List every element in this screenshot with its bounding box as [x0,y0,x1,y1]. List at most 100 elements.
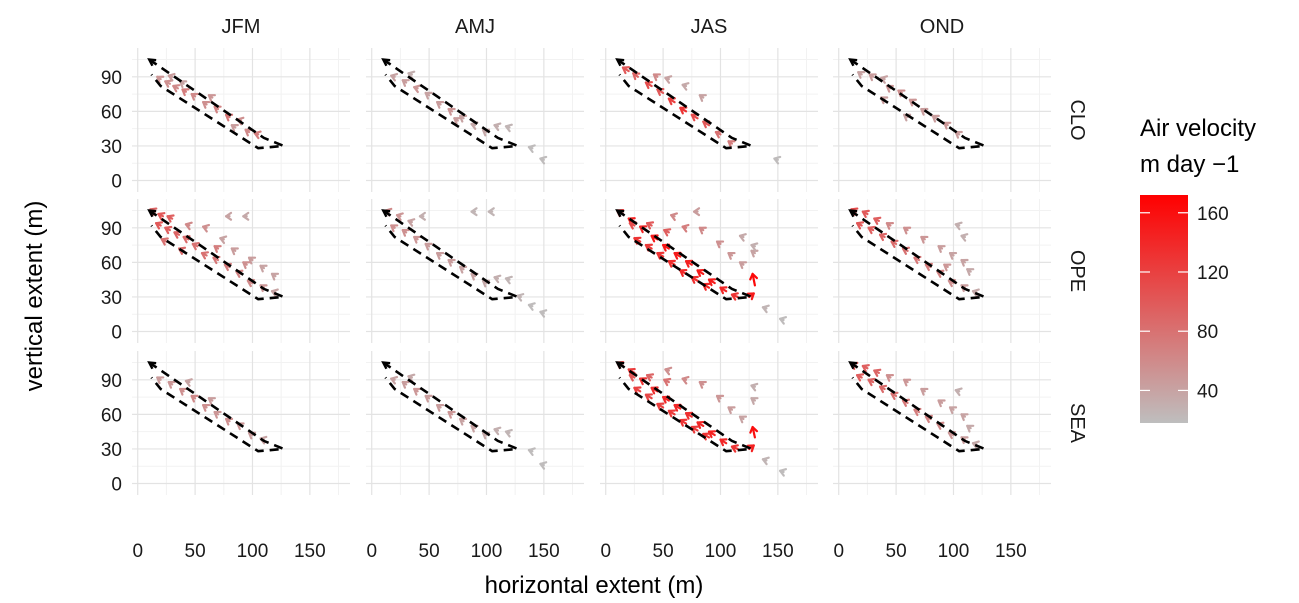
velocity-arrow [903,226,912,235]
arrow-head [172,84,181,93]
arrow-head [219,235,228,245]
velocity-arrow [644,81,653,90]
legend-tick-label: 160 [1197,204,1229,225]
arrow-head [746,444,755,453]
arrow-head [160,237,169,246]
arrow-head [684,411,694,420]
arrow-head [667,259,676,268]
velocity-arrow [644,393,653,402]
dashed-outline [849,209,985,301]
arrow-head [230,124,239,132]
arrow-head [652,73,662,82]
arrow-head [164,79,173,88]
arrow-head [696,420,705,429]
panel-ond-ope [833,199,1051,343]
arrow-head [424,242,433,251]
arrow-head [920,107,929,116]
velocity-arrow [867,225,876,235]
velocity-arrow [861,364,870,373]
velocity-arrow [707,430,717,439]
arrow-head [878,232,888,242]
arrow-head [401,228,410,237]
arrow-head [868,73,877,82]
velocity-arrow [487,207,495,217]
velocity-arrow [857,71,866,79]
velocity-arrow [890,391,899,400]
velocity-arrow [253,130,262,140]
outline-arrow-tip [381,58,391,67]
arrow-head [436,100,445,109]
legend-title-line2: m day −1 [1140,151,1239,178]
panel-grid [833,199,1051,343]
velocity-arrow [436,251,445,260]
row-strip-label: OPE [1066,250,1088,292]
arrow-head [679,106,688,115]
velocity-arrow [696,420,705,429]
y-tick-label: 30 [101,288,122,309]
row-strip-label: CLO [1066,99,1088,140]
y-tick-label: 60 [101,102,122,123]
outline-arrow-tip [381,361,391,370]
x-tick-label: 0 [366,541,377,562]
y-tick-label: 60 [101,405,122,426]
panel-amj-clo [366,48,584,192]
panel-ond-clo [833,48,1051,192]
velocity-arrow [202,100,211,109]
velocity-arrow [943,263,952,272]
arrow-head [663,377,672,387]
velocity-arrow [407,70,416,80]
arrow-head [213,410,222,419]
legend-tick-label: 80 [1197,322,1218,343]
arrow-head [779,468,788,477]
arrow-head [920,387,929,396]
velocity-arrow [539,309,548,318]
panel-jfm-clo [132,48,350,192]
y-tick-label: 0 [111,171,122,192]
velocity-arrow [715,240,725,249]
arrow-head [670,212,679,222]
x-tick-label: 100 [237,541,269,562]
arrow-head [920,235,929,244]
arrow-head [395,212,404,222]
arrow-head [259,264,268,273]
arrow-head [436,403,445,412]
velocity-arrow [937,245,946,253]
velocity-arrow [664,366,673,376]
velocity-arrow [527,144,536,153]
arrow-head [639,225,648,234]
arrow-head [903,226,912,235]
velocity-arrow [190,92,199,101]
arrow-head [738,415,748,424]
arrow-head [413,84,422,94]
panel-amj-ope [366,199,584,343]
arrow-head [181,88,190,97]
arrow-head [177,246,187,255]
velocity-arrow [679,418,688,427]
arrow-head [436,251,445,260]
velocity-arrow [407,218,416,227]
arrow-head [202,223,211,233]
velocity-arrow [873,368,882,377]
velocity-arrow [738,415,748,424]
velocity-arrow [230,124,239,132]
panel-grid [600,351,818,495]
arrow-head [453,117,462,125]
arrow-head [880,75,889,84]
velocity-arrow [447,258,456,267]
velocity-arrow [673,403,682,412]
velocity-arrow [749,425,759,439]
arrow-head [707,430,717,439]
velocity-arrow [156,75,165,84]
column-strip-label: JFM [222,16,261,38]
velocity-arrow [954,221,963,231]
arrow-head [493,274,502,284]
arrow-head [954,221,963,231]
arrow-head [644,393,653,402]
velocity-arrow [749,272,758,287]
velocity-arrow [966,424,975,433]
velocity-arrow [663,377,672,387]
arrow-head [527,447,536,456]
velocity-arrow [453,117,462,125]
arrow-head [750,397,759,405]
arrow-head [698,226,707,235]
